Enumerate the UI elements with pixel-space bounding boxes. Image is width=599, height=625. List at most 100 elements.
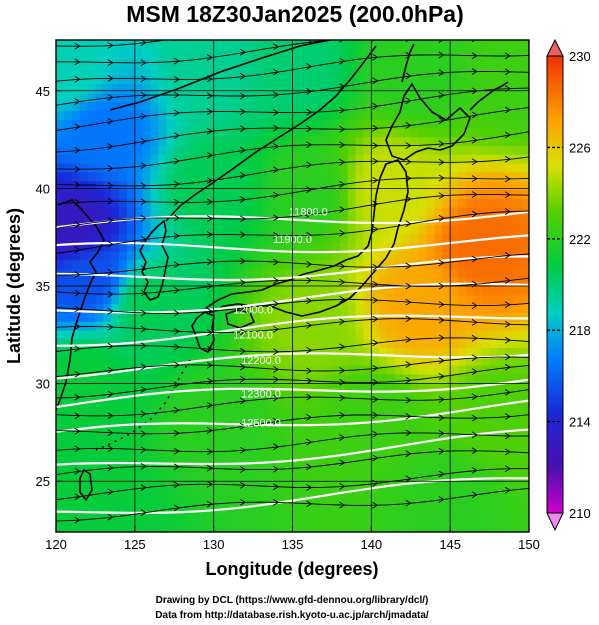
field-cell — [205, 496, 215, 507]
field-cell — [347, 338, 357, 349]
field-cell — [142, 171, 152, 182]
field-cell — [103, 347, 112, 357]
field-cell — [316, 505, 325, 516]
field-cell — [284, 259, 294, 270]
field-cell — [268, 470, 278, 480]
field-cell — [71, 417, 81, 428]
field-cell — [308, 435, 317, 445]
field-cell — [111, 329, 120, 340]
field-cell — [150, 373, 160, 384]
field-cell — [481, 417, 491, 428]
field-cell — [87, 329, 97, 340]
field-cell — [260, 496, 270, 507]
field-cell — [174, 365, 183, 375]
field-cell — [300, 198, 309, 208]
streamline-arrow — [372, 102, 379, 110]
field-cell — [276, 435, 286, 445]
field-cell — [410, 444, 420, 454]
field-cell — [63, 171, 73, 182]
field-cell — [324, 163, 333, 173]
field-cell — [205, 57, 215, 67]
field-cell — [150, 127, 160, 138]
field-cell — [245, 163, 254, 173]
field-cell — [363, 409, 372, 419]
field-cell — [284, 461, 294, 472]
field-cell — [292, 329, 301, 340]
field-cell — [410, 523, 420, 532]
field-cell — [213, 48, 223, 59]
field-cell — [56, 479, 65, 489]
field-cell — [371, 382, 380, 393]
field-cell — [426, 505, 435, 516]
field-cell — [442, 206, 451, 217]
field-cell — [426, 198, 435, 208]
field-cell — [56, 136, 65, 147]
field-cell — [119, 294, 128, 305]
field-cell — [134, 145, 144, 155]
streamline-arrow — [339, 378, 346, 386]
field-cell — [481, 48, 491, 59]
field-cell — [442, 435, 451, 445]
field-cell — [63, 338, 73, 349]
field-cell — [442, 180, 451, 190]
field-cell — [237, 92, 246, 103]
field-cell — [418, 294, 428, 305]
field-cell — [418, 268, 428, 278]
field-cell — [190, 259, 199, 270]
field-cell — [260, 110, 270, 120]
field-cell — [308, 470, 317, 480]
field-cell — [166, 523, 175, 532]
field-cell — [347, 189, 357, 199]
field-cell — [245, 417, 254, 428]
field-cell — [126, 347, 136, 357]
streamline-arrow — [107, 42, 114, 49]
field-cell — [300, 303, 309, 313]
field-cell — [284, 206, 294, 217]
field-cell — [465, 356, 475, 366]
field-cell — [316, 268, 325, 278]
field-cell — [347, 347, 357, 357]
field-cell — [237, 110, 246, 120]
field-cell — [95, 171, 104, 182]
field-cell — [87, 470, 97, 480]
field-cell — [166, 119, 175, 129]
field-cell — [268, 171, 278, 182]
field-cell — [434, 382, 443, 393]
field-cell — [229, 505, 238, 516]
streamline-arrow — [405, 174, 412, 182]
field-cell — [521, 40, 529, 50]
field-cell — [442, 277, 451, 287]
field-cell — [347, 224, 357, 234]
field-cell — [371, 312, 380, 322]
field-cell — [134, 83, 144, 94]
field-cell — [205, 303, 215, 313]
field-cell — [284, 303, 294, 313]
field-cell — [339, 66, 349, 76]
streamline-arrow — [306, 108, 313, 116]
field-cell — [292, 400, 301, 410]
streamline-arrow — [173, 132, 180, 139]
field-cell — [213, 136, 223, 147]
field-cell — [79, 66, 89, 76]
field-cell — [237, 40, 246, 50]
field-cell — [221, 409, 231, 419]
field-cell — [339, 40, 349, 50]
field-cell — [56, 154, 65, 164]
field-cell — [481, 259, 491, 270]
streamline-arrow — [239, 328, 247, 336]
field-cell — [426, 180, 435, 190]
field-cell — [182, 250, 191, 261]
field-cell — [268, 321, 278, 331]
field-cell — [316, 163, 325, 173]
field-cell — [363, 505, 372, 516]
streamline-arrow — [239, 304, 247, 312]
field-cell — [339, 75, 349, 85]
streamline-arrow — [372, 501, 379, 509]
field-cell — [87, 496, 97, 507]
field-cell — [126, 198, 136, 208]
field-cell — [284, 417, 294, 428]
field-cell — [442, 83, 451, 94]
field-cell — [402, 215, 412, 226]
field-cell — [505, 312, 514, 322]
field-cell — [166, 40, 175, 50]
